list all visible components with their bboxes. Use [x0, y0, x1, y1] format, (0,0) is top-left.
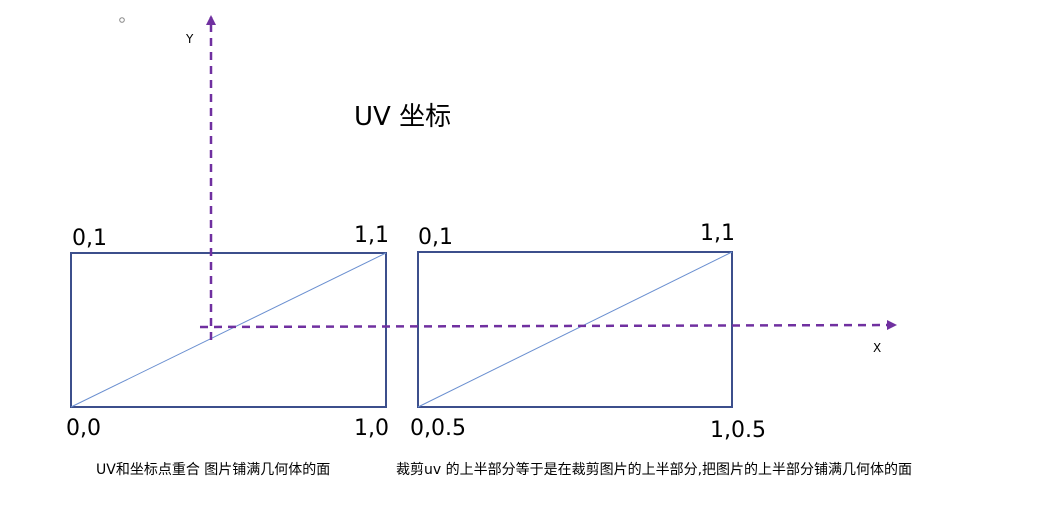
- y-axis-label: Y: [186, 32, 194, 46]
- right-corner-top-right: 1,1: [700, 221, 735, 246]
- left-caption: UV和坐标点重合 图片铺满几何体的面: [96, 462, 331, 478]
- right-caption: 裁剪uv 的上半部分等于是在裁剪图片的上半部分,把图片的上半部分铺满几何体的面: [396, 462, 913, 478]
- x-axis: [199, 320, 897, 331]
- x-axis-label: X: [873, 341, 882, 355]
- diagram-title: UV 坐标: [354, 102, 452, 132]
- right-corner-bottom-right: 1,0.5: [710, 418, 766, 443]
- right-corner-top-left: 0,1: [418, 225, 453, 250]
- left-corner-top-right: 1,1: [354, 223, 389, 248]
- right-rect-diagonal: [417, 251, 733, 408]
- right-corner-bottom-left: 0,0.5: [410, 416, 466, 441]
- right-rect: [417, 251, 733, 408]
- left-corner-top-left: 0,1: [72, 226, 107, 251]
- left-corner-bottom-right: 1,0: [354, 416, 389, 441]
- left-corner-bottom-left: 0,0: [66, 416, 101, 441]
- left-rect-diagonal: [70, 252, 387, 408]
- left-rect: [70, 252, 387, 408]
- stray-dot: [119, 17, 125, 23]
